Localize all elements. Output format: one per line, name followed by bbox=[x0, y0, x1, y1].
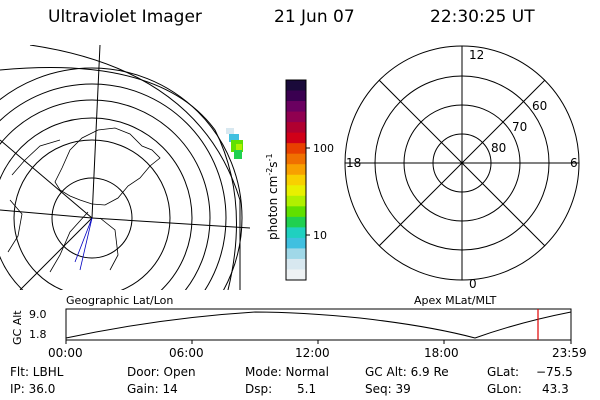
right-map-caption: Apex MLat/MLT bbox=[414, 294, 497, 307]
mlt-label-midnight: 0 bbox=[469, 277, 477, 291]
mlt-label-dawn: 6 bbox=[570, 156, 578, 170]
colorbar-segment bbox=[286, 248, 306, 260]
timeline-tick-label: 23:59 bbox=[552, 346, 587, 360]
observation-time: 22:30:25 UT bbox=[430, 7, 535, 27]
timeline-tick-label: 12:00 bbox=[295, 346, 330, 360]
timeline-y-max: 9.0 bbox=[29, 308, 47, 321]
limb-arc bbox=[0, 45, 241, 290]
magnetic-polar-map bbox=[344, 45, 580, 281]
timeline-tick-label: 18:00 bbox=[424, 346, 459, 360]
altitude-curve bbox=[65, 311, 572, 339]
colorbar-segment bbox=[286, 206, 306, 218]
colorbar-segment bbox=[286, 269, 306, 281]
longitude-lines bbox=[0, 45, 250, 290]
colorbar-segment bbox=[286, 111, 306, 123]
timeline-y-label: GC Alt bbox=[11, 310, 24, 345]
colorbar-segment bbox=[286, 101, 306, 113]
colorbar-segment bbox=[286, 195, 306, 207]
colorbar-segment bbox=[286, 153, 306, 165]
colorbar-segment bbox=[286, 122, 306, 134]
latitude-circles bbox=[0, 67, 243, 290]
mlat-label-60: 60 bbox=[532, 99, 547, 113]
colorbar-segment bbox=[286, 174, 306, 186]
uv-aurora-patch bbox=[226, 128, 243, 159]
colorbar-segment bbox=[286, 164, 306, 176]
colorbar-unit-label: photon cm-2s-1 bbox=[265, 153, 280, 240]
gc-alt-info: GC Alt: 6.9 Re bbox=[365, 365, 449, 379]
colorbar-segment bbox=[286, 80, 306, 92]
colorbar bbox=[285, 79, 307, 281]
colorbar-segment bbox=[286, 90, 306, 102]
dsp-value: 5.1 bbox=[297, 382, 317, 396]
observation-date: 21 Jun 07 bbox=[274, 7, 355, 27]
mlat-label-80: 80 bbox=[491, 141, 506, 155]
colorbar-segment bbox=[286, 185, 306, 197]
timeline-tick-label: 06:00 bbox=[169, 346, 204, 360]
altitude-timeline: GC Alt 9.0 1.8 00:00 06:00 12:00 18:00 2… bbox=[11, 308, 587, 360]
seq-info: Seq: 39 bbox=[365, 382, 411, 396]
footprint-track bbox=[74, 217, 93, 271]
colorbar-segment bbox=[286, 132, 306, 144]
glat-label: GLat: bbox=[487, 365, 520, 379]
glon-value: 43.3 bbox=[542, 382, 569, 396]
app-title: Ultraviolet Imager bbox=[48, 7, 202, 27]
colorbar-segment bbox=[286, 237, 306, 249]
timeline-ticks bbox=[65, 340, 572, 344]
mode-info: Mode: Normal bbox=[245, 365, 329, 379]
door-info: Door: Open bbox=[127, 365, 196, 379]
glat-value: −75.5 bbox=[536, 365, 573, 379]
colorbar-segment bbox=[286, 216, 306, 228]
coastline bbox=[7, 127, 161, 273]
mlat-label-70: 70 bbox=[512, 120, 527, 134]
timeline-y-min: 1.8 bbox=[29, 328, 47, 341]
filter-info: Flt: LBHL bbox=[10, 365, 64, 379]
glon-label: GLon: bbox=[487, 382, 522, 396]
mlt-label-noon: 12 bbox=[469, 48, 484, 62]
left-map-caption: Geographic Lat/Lon bbox=[66, 294, 173, 307]
ip-info: IP: 36.0 bbox=[10, 382, 56, 396]
gain-info: Gain: 14 bbox=[127, 382, 178, 396]
timeline-tick-label: 00:00 bbox=[48, 346, 83, 360]
colorbar-segment bbox=[286, 143, 306, 155]
dsp-label: Dsp: bbox=[245, 382, 273, 396]
colorbar-tick-label: 100 bbox=[313, 142, 334, 155]
geographic-map bbox=[0, 45, 250, 290]
colorbar-axis bbox=[305, 80, 310, 280]
colorbar-tick-label: 10 bbox=[313, 229, 327, 242]
colorbar-segment bbox=[286, 258, 306, 270]
colorbar-segment bbox=[286, 227, 306, 239]
mlt-label-dusk: 18 bbox=[346, 156, 361, 170]
